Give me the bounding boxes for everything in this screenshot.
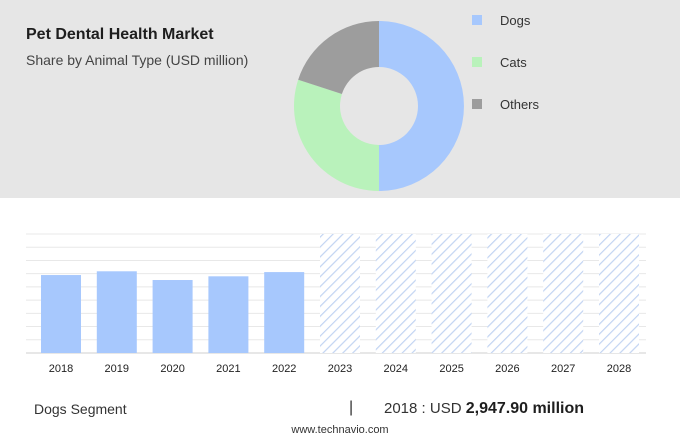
forecast-bar-2023	[320, 234, 360, 353]
forecast-bar-2024	[375, 234, 416, 353]
segment-year: 2018 : USD	[384, 400, 466, 417]
bar-2021	[208, 276, 249, 353]
source-link[interactable]: www.technavio.com	[291, 424, 389, 436]
x-tick-label: 2027	[551, 363, 575, 375]
x-tick-label: 2025	[439, 363, 463, 375]
donut-slice-dogs	[379, 21, 464, 191]
legend-swatch-others	[472, 99, 482, 109]
legend-label-others: Others	[500, 96, 540, 112]
x-tick-label: 2026	[495, 363, 519, 375]
x-tick-label: 2023	[328, 363, 352, 375]
donut-chart	[294, 21, 464, 191]
legend-label-cats: Cats	[500, 54, 527, 70]
segment-value: 2018 : USD 2,947.90 million	[384, 400, 584, 418]
legend-item-cats: Cats	[472, 52, 527, 72]
x-tick-label: 2019	[105, 363, 129, 375]
chart-title: Pet Dental Health Market	[26, 26, 214, 43]
legend-swatch-cats	[472, 57, 482, 67]
x-tick-label: 2018	[49, 363, 73, 375]
legend-item-dogs: Dogs	[472, 10, 530, 30]
x-tick-label: 2020	[160, 363, 184, 375]
x-tick-label: 2024	[384, 363, 408, 375]
bar-2019	[96, 271, 137, 353]
segment-amount: 2,947.90 million	[465, 400, 584, 417]
segment-label: Dogs Segment	[34, 401, 127, 417]
donut-slice-others	[298, 21, 379, 94]
x-tick-label: 2022	[272, 363, 296, 375]
chart-subtitle: Share by Animal Type (USD million)	[26, 52, 249, 68]
forecast-bar-2028	[599, 234, 639, 353]
forecast-bar-2025	[431, 234, 472, 353]
legend-label-dogs: Dogs	[500, 12, 531, 28]
bar-chart: 2018 2019 2020 2021 2022 2023 2024 2025 2026 2027…	[26, 233, 646, 375]
x-tick-label: 2028	[607, 363, 631, 375]
donut-slice-cats	[294, 79, 379, 191]
bar-2018	[41, 275, 81, 353]
forecast-bar-2026	[487, 234, 528, 353]
forecast-bar-2027	[543, 234, 584, 353]
footer-separator: |	[349, 399, 354, 416]
bar-2020	[152, 280, 193, 353]
bar-2022	[264, 272, 305, 353]
legend-swatch-dogs	[472, 15, 482, 25]
x-tick-label: 2021	[216, 363, 240, 375]
legend-item-others: Others	[472, 94, 539, 114]
